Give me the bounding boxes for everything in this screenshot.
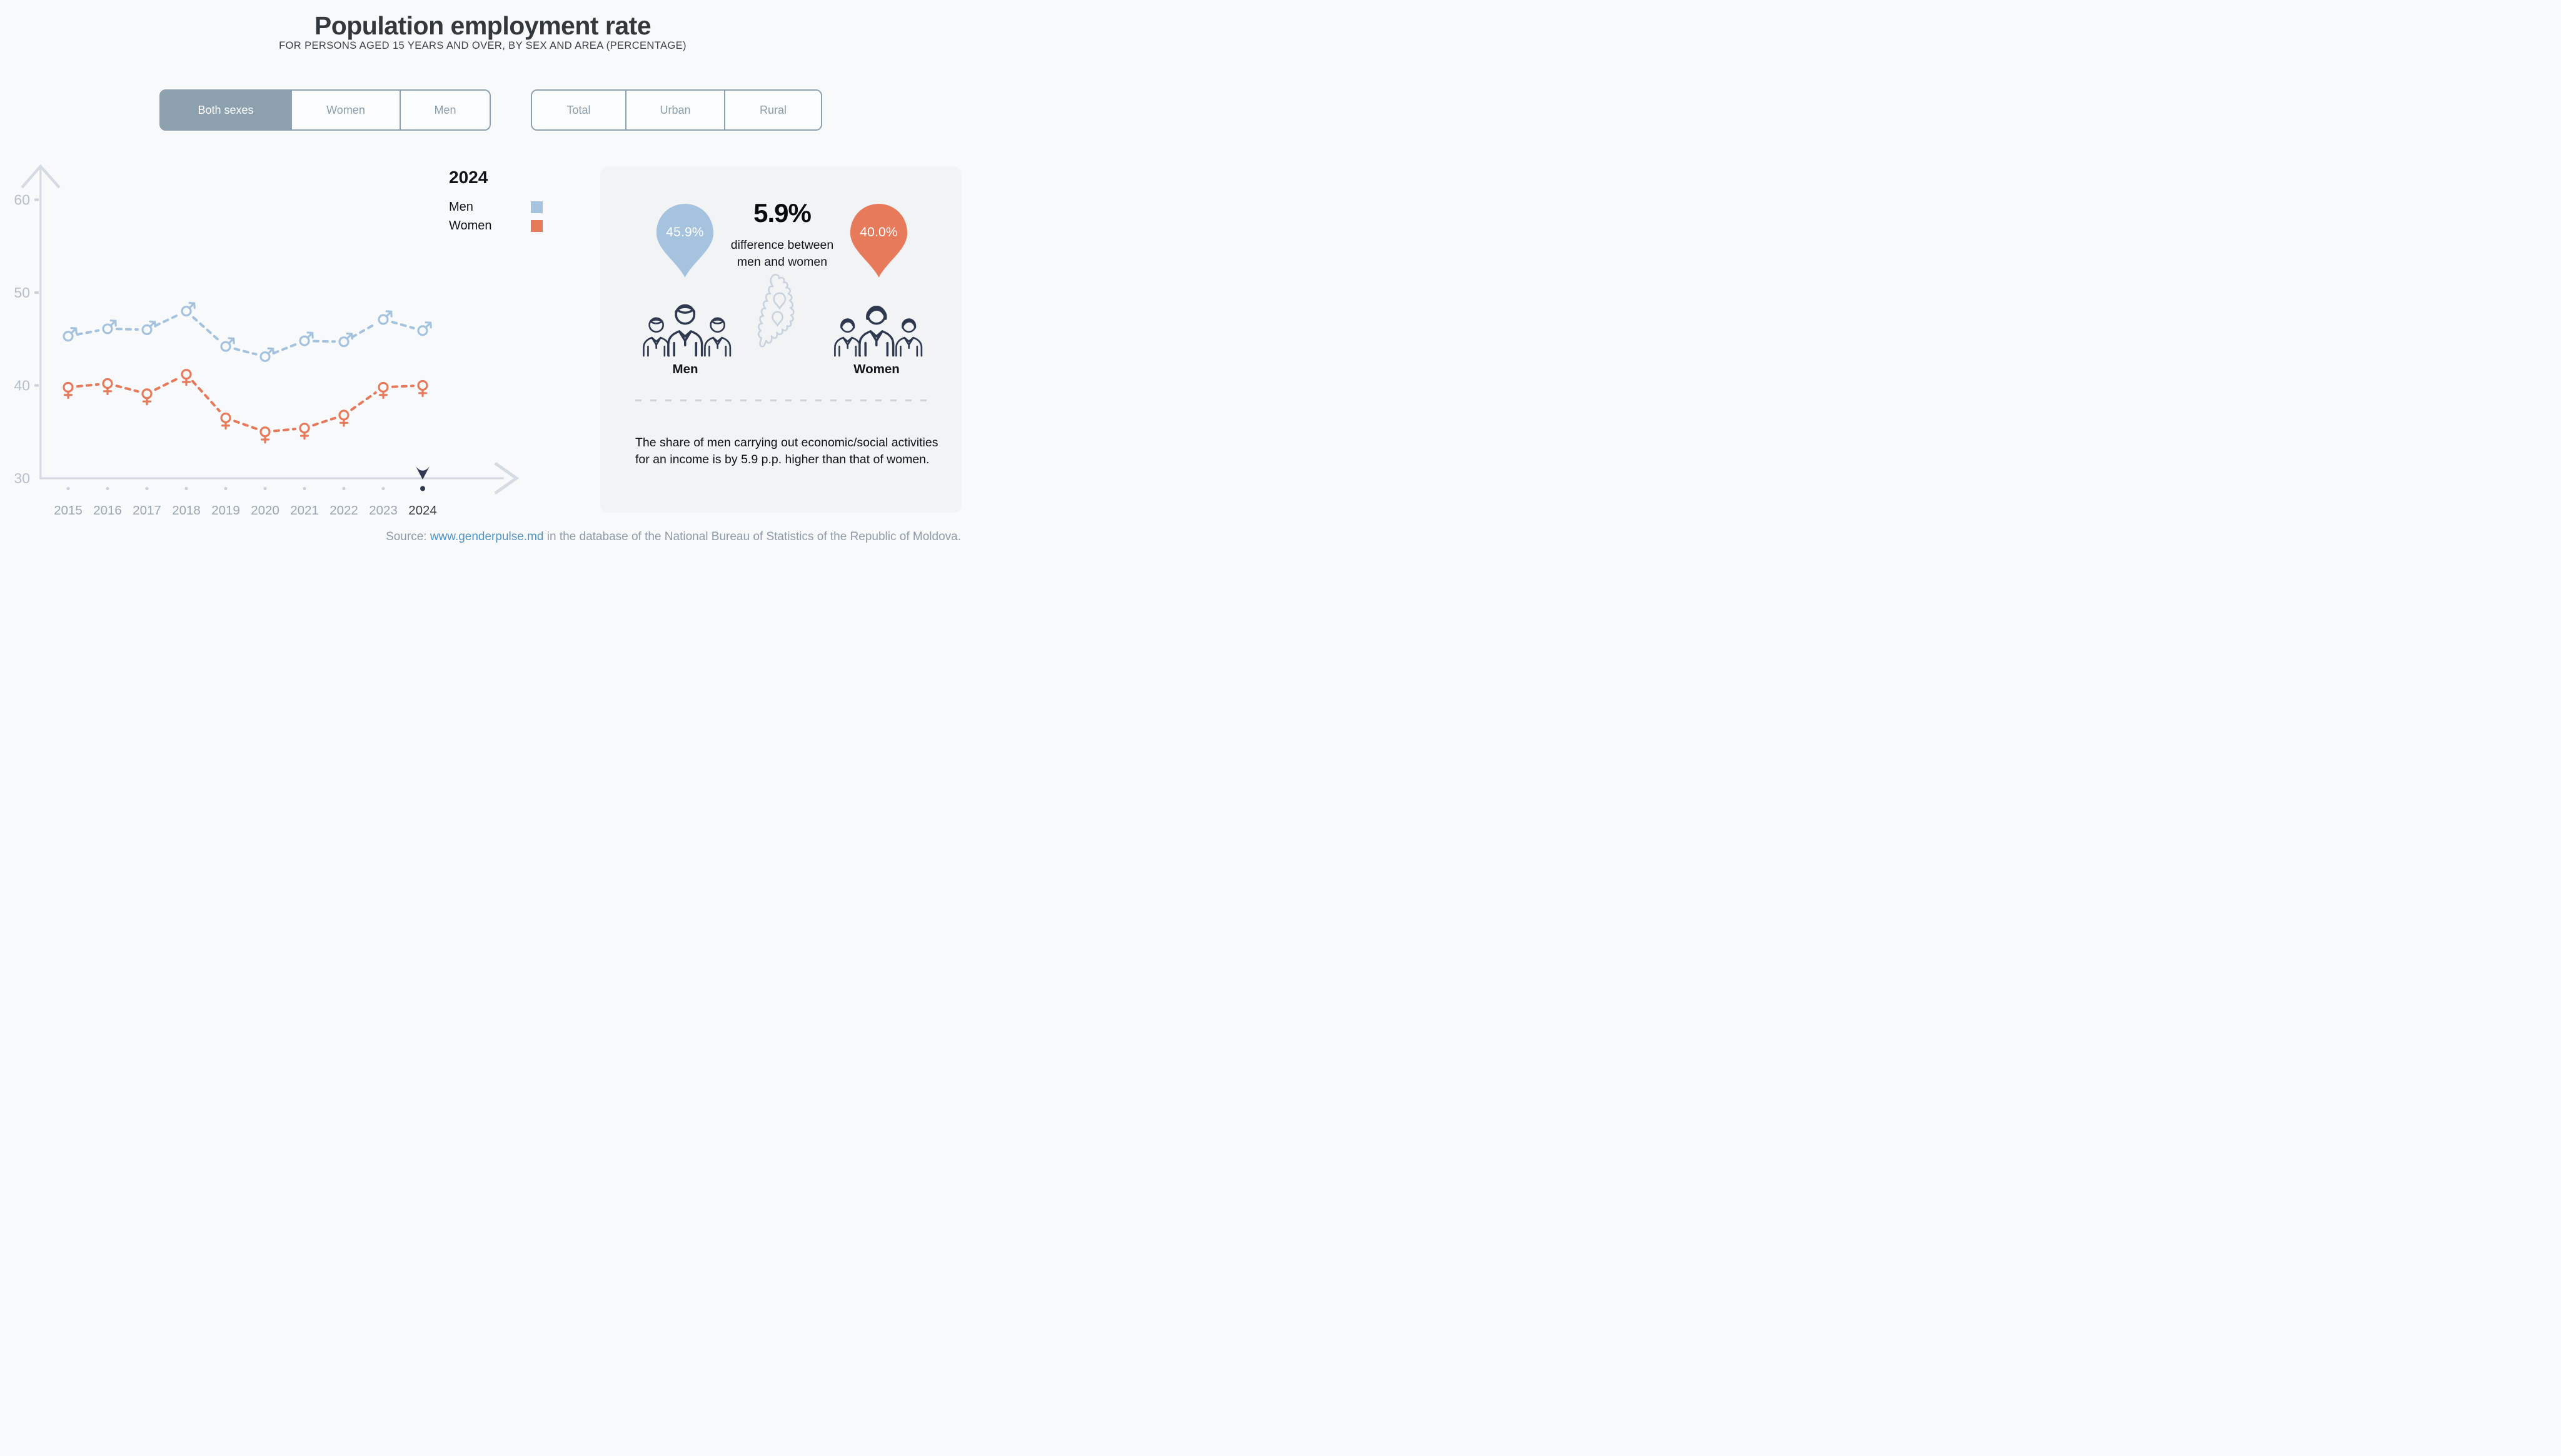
year-dot-2020[interactable] (263, 486, 267, 491)
year-dot-2017[interactable] (145, 486, 149, 491)
panel-note: The share of men carrying out economic/s… (635, 435, 938, 466)
x-tick-label-2022[interactable]: 2022 (330, 503, 358, 518)
women-value-pin: 40.0% (849, 203, 908, 279)
legend-swatch-men (531, 201, 543, 213)
filter-area-total[interactable]: Total (532, 91, 626, 129)
pin-icon (656, 204, 714, 278)
chart-legend: 2024 Men Women (449, 168, 543, 235)
y-tick-label-50: 50 (14, 284, 30, 301)
filter-sex-women[interactable]: Women (292, 91, 401, 129)
series-women (63, 369, 428, 444)
data-point-men-2020[interactable] (259, 347, 274, 363)
data-point-men-2021[interactable] (299, 331, 314, 346)
legend-label: Women (449, 218, 492, 233)
page-subtitle: FOR PERSONS AGED 15 YEARS AND OVER, BY S… (279, 40, 687, 51)
moldova-map-icon (745, 272, 818, 358)
dashed-divider (635, 399, 932, 401)
x-tick-label-2015[interactable]: 2015 (54, 503, 83, 518)
legend-item-women: Women (449, 216, 543, 235)
pin-icon (850, 204, 908, 278)
men-group-icon (638, 299, 732, 363)
women-rate-value: 40.0% (860, 225, 898, 239)
year-dot-2022[interactable] (342, 486, 346, 491)
sex-filter: Both sexes Women Men (159, 89, 491, 131)
data-point-women-2021[interactable] (299, 423, 310, 440)
year-dot-2015[interactable] (66, 486, 70, 491)
men-group-label: Men (672, 362, 698, 376)
summary-panel: 45.9% 40.0% 5.9% difference between men … (600, 167, 962, 513)
legend-item-men: Men (449, 198, 543, 216)
x-tick-label-2024[interactable]: 2024 (408, 503, 437, 518)
data-point-women-2023[interactable] (378, 381, 389, 399)
x-tick-label-2018[interactable]: 2018 (172, 503, 201, 518)
data-point-men-2015[interactable] (63, 326, 78, 342)
data-point-women-2018[interactable] (181, 369, 192, 386)
series-men (63, 301, 432, 363)
data-point-men-2018[interactable] (181, 301, 196, 317)
data-point-men-2024[interactable] (417, 321, 432, 336)
women-group-icon (830, 299, 923, 363)
year-dot-2019[interactable] (224, 486, 228, 491)
filter-area-urban[interactable]: Urban (626, 91, 725, 129)
y-tick-label-60: 60 (14, 192, 30, 208)
data-point-women-2024[interactable] (417, 379, 428, 398)
men-value-pin: 45.9% (655, 203, 715, 279)
year-dot-2016[interactable] (106, 486, 109, 491)
data-point-women-2022[interactable] (338, 409, 350, 427)
page-title: Population employment rate (314, 11, 652, 40)
x-tick-label-2016[interactable]: 2016 (93, 503, 122, 518)
women-group-label: Women (853, 362, 900, 376)
x-tick-label-2020[interactable]: 2020 (251, 503, 279, 518)
employment-line-chart: 30 40 50 60 2015 2016 2017 2018 2019 2020 2021 2022… (14, 164, 520, 518)
x-tick-label-2021[interactable]: 2021 (290, 503, 319, 518)
data-point-women-2016[interactable] (102, 378, 113, 396)
data-point-women-2017[interactable] (141, 388, 153, 406)
filter-sex-both-sexes[interactable]: Both sexes (161, 91, 292, 129)
men-rate-value: 45.9% (666, 225, 704, 239)
data-point-women-2019[interactable] (220, 412, 231, 430)
data-point-women-2020[interactable] (259, 426, 271, 444)
difference-value: 5.9% (753, 198, 812, 228)
filter-sex-men[interactable]: Men (401, 91, 490, 129)
difference-caption: difference between men and women (730, 238, 834, 269)
x-tick-label-2023[interactable]: 2023 (369, 503, 398, 518)
x-axis-arrow-icon (494, 461, 520, 495)
year-dot-2023[interactable] (381, 486, 385, 491)
legend-label: Men (449, 199, 473, 214)
year-dot-2024[interactable] (420, 486, 425, 491)
y-axis-arrow-icon (21, 164, 61, 189)
source-line: Source: www.genderpulse.md in the databa… (386, 530, 961, 544)
data-point-men-2023[interactable] (378, 310, 393, 325)
year-dot-2018[interactable] (184, 486, 188, 491)
data-point-women-2015[interactable] (63, 381, 74, 399)
year-dot-2021[interactable] (303, 486, 306, 491)
y-tick-label-30: 30 (14, 470, 30, 486)
source-prefix: Source: (386, 530, 430, 543)
data-point-men-2019[interactable] (220, 337, 235, 352)
selected-year-marker-icon (416, 466, 430, 479)
y-tick-label-40: 40 (14, 378, 30, 394)
legend-swatch-women (531, 219, 543, 232)
x-tick-label-2017[interactable]: 2017 (133, 503, 161, 518)
legend-year: 2024 (449, 168, 488, 187)
data-point-men-2016[interactable] (102, 319, 117, 334)
data-point-men-2017[interactable] (141, 320, 156, 335)
area-filter: Total Urban Rural (531, 89, 822, 131)
source-link[interactable]: www.genderpulse.md (430, 530, 544, 543)
data-point-men-2022[interactable] (338, 332, 353, 348)
filter-area-rural[interactable]: Rural (725, 91, 821, 129)
source-suffix: in the database of the National Bureau o… (543, 530, 961, 543)
x-tick-label-2019[interactable]: 2019 (211, 503, 240, 518)
